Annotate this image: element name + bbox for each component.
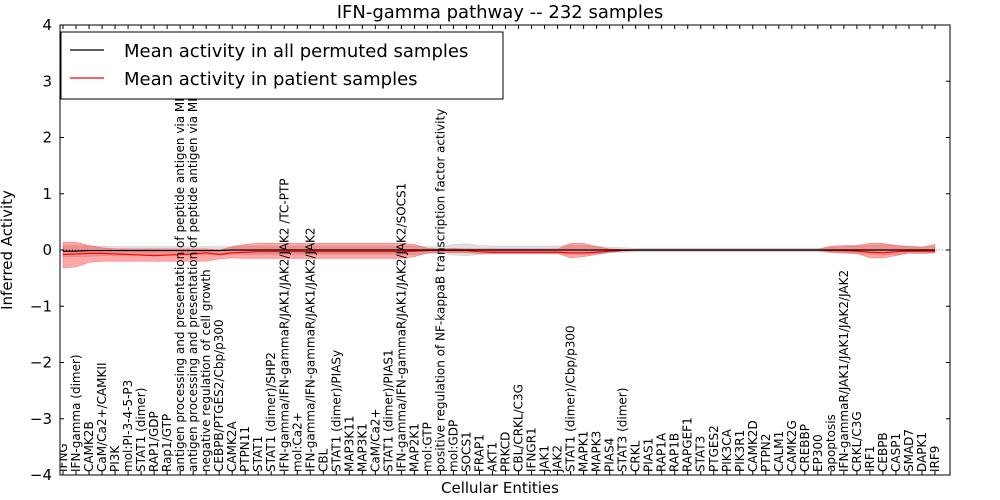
x-tick-label: CRKL/C3G: [850, 411, 864, 472]
x-tick-label: STAT3: [694, 436, 708, 472]
x-tick-label: IFN-gamma/IFN-gammaR/JAK1/JAK2/JAK2: [303, 227, 317, 472]
x-tick-label: MAP2K1: [407, 423, 421, 472]
x-tick-label: RAP1/GDP: [147, 411, 161, 472]
x-tick-label: PIAS4: [603, 438, 617, 472]
x-tick-label: IFN-gamma/IFN-gammaR/JAK1/JAK2/JAK2/SOCS…: [394, 183, 408, 472]
x-tick-label: Rap1/GTP: [160, 414, 174, 472]
x-tick-label: JAK1: [538, 445, 552, 473]
x-tick-label: IRF9: [928, 446, 942, 472]
x-tick-label: PRKCD: [499, 432, 513, 472]
x-tick-label: CaM/Ca2+: [368, 408, 382, 472]
y-tick-label: −1: [30, 297, 52, 315]
y-tick-label: 2: [42, 129, 52, 147]
x-tick-label: IFN-gammaR/JAK1/JAK1/JAK2/JAK2: [837, 270, 851, 472]
x-tick-label: CAMK2D: [746, 420, 760, 472]
x-tick-label: MAP3K11: [342, 415, 356, 472]
y-tick-labels: −4 −3 −2 −1 0 1 2 3 4: [30, 16, 52, 484]
x-tick-label: STAT1 (dimer)/PIASy: [329, 350, 343, 472]
y-tick-label: −3: [30, 410, 52, 428]
x-tick-label: PIK3R1: [733, 430, 747, 472]
x-tick-label: MAPK1: [577, 431, 591, 472]
x-tick-label: CaM/Ca2+/CAMKII: [95, 363, 109, 472]
chart-title: IFN-gamma pathway -- 232 samples: [337, 2, 664, 23]
x-tick-label: CAMK2A: [225, 421, 239, 472]
x-tick-label: STAT1 (dimer)/SHP2: [264, 352, 278, 472]
x-tick-label: CAMK2G: [785, 420, 799, 472]
x-tick-label: PTPN2: [759, 434, 773, 472]
series-lines: [62, 249, 935, 257]
x-tick-label: CBL/CRKL/C3G: [512, 384, 526, 472]
x-tick-label: negative regulation of cell growth: [199, 269, 213, 472]
y-tick-label: 0: [42, 241, 52, 259]
legend-label-patient: Mean activity in patient samples: [124, 69, 418, 90]
x-tick-label: antigen processing and presentation of p…: [173, 43, 187, 472]
band-patient: [62, 241, 936, 269]
x-tick-label: PTGES2: [707, 425, 721, 472]
x-tick-label: CBL: [316, 448, 330, 472]
x-tick-label: apoptosis: [824, 414, 838, 472]
x-tick-labels: IFNG IFN-gamma (dimer) CAMK2B CaM/Ca2+/CAMK…: [56, 40, 942, 473]
x-tick-label: RAP1B: [668, 433, 682, 472]
x-tick-label: SOCS1: [459, 431, 473, 472]
y-tick-label: 1: [42, 185, 52, 203]
line-permuted: [63, 249, 935, 252]
plot-content: IFNG IFN-gamma (dimer) CAMK2B CaM/Ca2+/CAMK…: [56, 40, 950, 473]
x-tick-label: STAT3 (dimer): [616, 388, 630, 472]
x-tick-label: MAP3K1: [355, 423, 369, 472]
x-tick-label: CEBPB/PTGES2/Cbp/p300: [212, 319, 226, 472]
x-tick-label: STAT1: [251, 436, 265, 472]
x-tick-label: PIK3CA: [720, 428, 734, 472]
x-tick-label: CEBPB: [876, 432, 890, 472]
x-tick-label: mol:GDP: [446, 420, 460, 472]
x-tick-label: CAMK2B: [82, 421, 96, 472]
x-tick-label: STAT1 (dimer)/PIAS1: [381, 349, 395, 472]
x-tick-label: STAT1 (dimer): [134, 388, 148, 472]
x-tick-label: antigen processing and presentation of p…: [186, 40, 200, 472]
x-tick-label: mol:Ca2+: [290, 412, 304, 472]
x-tick-label: IFNG: [56, 443, 70, 472]
legend-label-permuted: Mean activity in all permuted samples: [124, 41, 468, 62]
x-tick-label: IFN-gamma/IFN-gammaR/JAK1/JAK2/JAK2 /TC-…: [277, 178, 291, 472]
x-tick-label: EP300: [811, 434, 825, 472]
x-tick-label: RAPGEF1: [681, 417, 695, 472]
x-tick-label: CRKL: [629, 440, 643, 472]
x-tick-label: DAPK1: [915, 432, 929, 472]
y-tick-label: −4: [30, 466, 52, 484]
x-tick-label: CALM1: [772, 431, 786, 472]
legend-box: [60, 31, 504, 100]
x-tick-label: positive regulation of NF-kappaB transcr…: [433, 109, 447, 472]
y-tick-label: 3: [42, 72, 52, 90]
x-tick-label: SMAD7: [902, 429, 916, 472]
y-tick-label: 4: [42, 16, 52, 34]
x-tick-label: CREBBP: [798, 424, 812, 472]
x-axis-label: Cellular Entities: [441, 479, 559, 497]
x-tick-label: PTPN11: [238, 426, 252, 472]
y-axis-label: Inferred Activity: [0, 190, 16, 310]
axis-ticks: [60, 24, 950, 476]
x-tick-label: FRAP1: [472, 434, 486, 472]
legend: Mean activity in all permuted samples Me…: [60, 31, 504, 100]
x-tick-label: PIAS1: [642, 438, 656, 472]
x-tick-label: IFNGR1: [525, 427, 539, 472]
x-tick-label: PI3K: [108, 445, 122, 472]
x-tick-label: IFN-gamma (dimer): [69, 354, 83, 472]
x-tick-label: STAT1 (dimer)/Cbp/p300: [564, 325, 578, 472]
x-tick-label: RAP1A: [655, 432, 669, 472]
x-tick-label: MAPK3: [590, 431, 604, 472]
x-tick-label: mol:GTP: [420, 422, 434, 472]
x-tick-label: AKT1: [485, 442, 499, 472]
x-tick-label: mol:PI-3-4-5-P3: [121, 380, 135, 472]
plot-frame: [59, 24, 951, 476]
x-tick-label: JAK2: [551, 445, 565, 473]
y-tick-label: −2: [30, 354, 52, 372]
x-tick-label: CASP1: [889, 433, 903, 472]
x-tick-label: IRF1: [863, 446, 877, 472]
